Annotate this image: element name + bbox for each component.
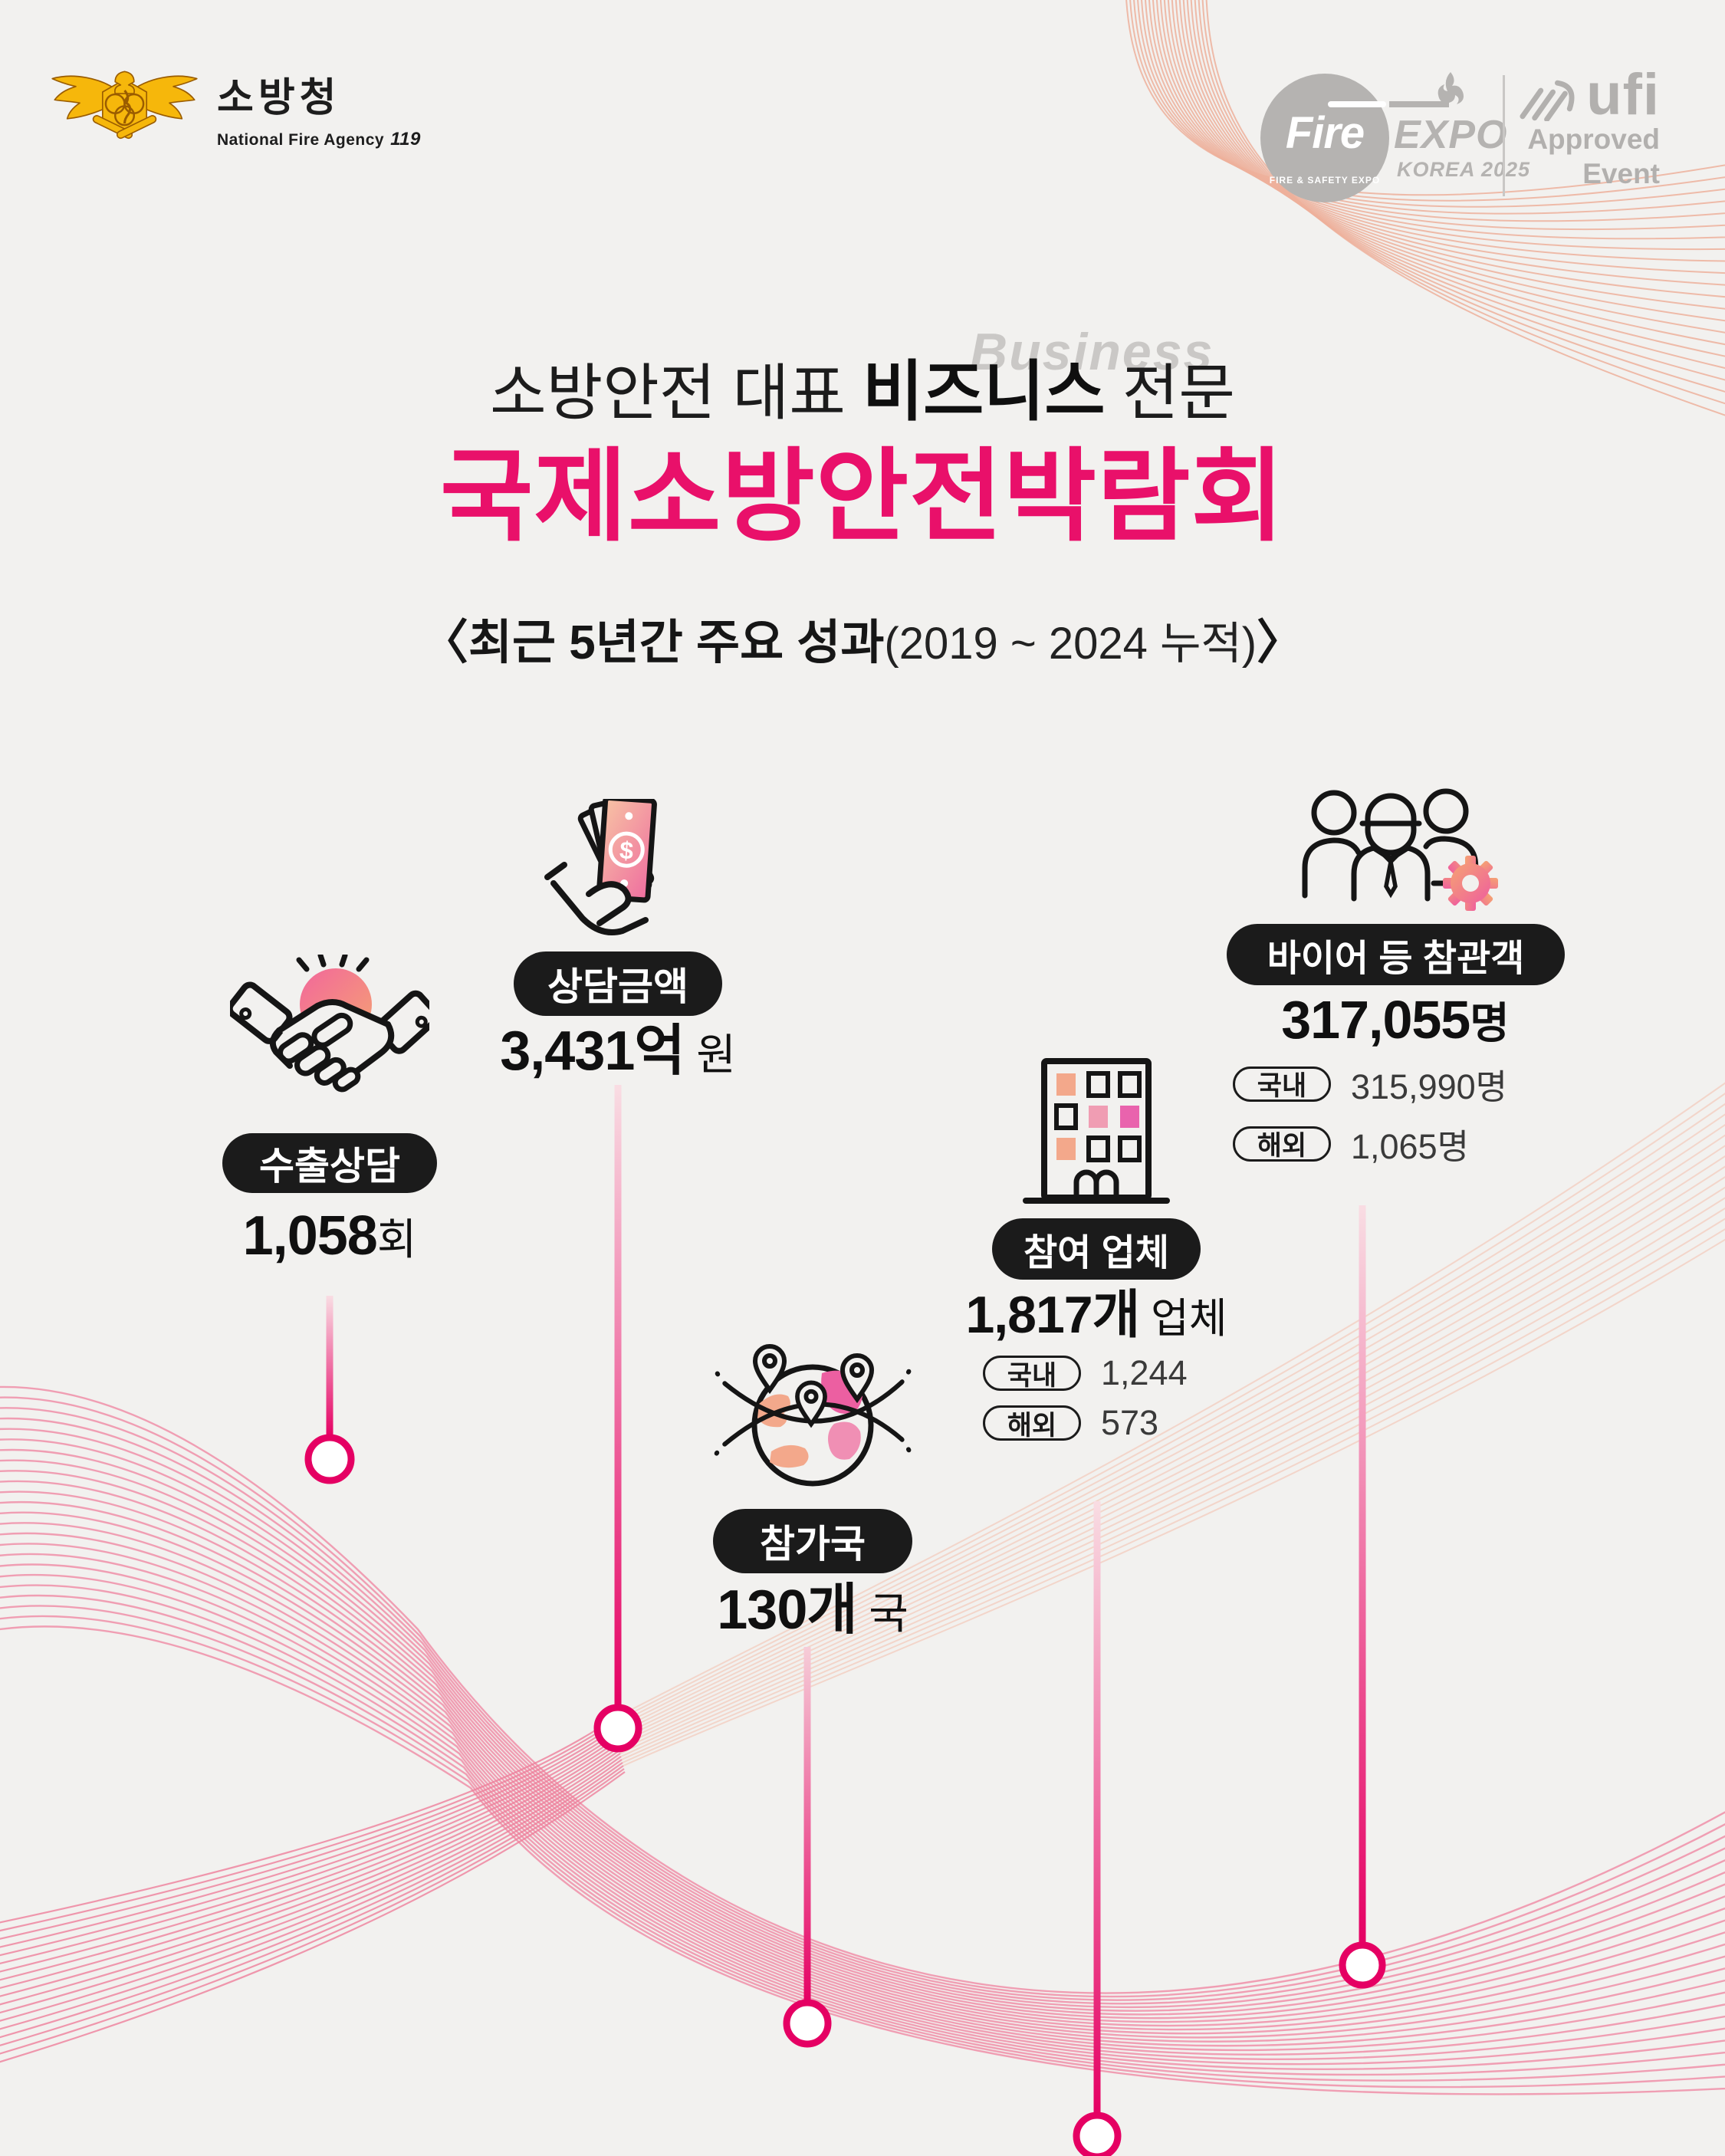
- fire-expo-edition: KOREA 2025: [1397, 158, 1531, 181]
- extinguisher-spray-tail-icon: [1389, 101, 1449, 107]
- timeline-dot: [783, 1999, 832, 2048]
- globe-pins-icon: [713, 1344, 912, 1487]
- fire-expo-logo: Fire FIRE & SAFETY EXPO: [1260, 74, 1389, 202]
- fire-expo-fire-text: Fire: [1285, 108, 1365, 158]
- ufi-approved-text: Approved: [1527, 123, 1660, 156]
- building-icon: [1023, 1058, 1170, 1204]
- svg-text:$: $: [619, 836, 634, 865]
- eyebrow-bold: 비즈니스: [863, 355, 1106, 429]
- stat-participating-companies: 참여 업체 1,817개 업체 국내 1,244 해외 573: [943, 1057, 1250, 1443]
- nfa-119-badge: 119: [390, 129, 421, 150]
- stat-label-pill: 수출상담: [222, 1133, 437, 1193]
- handshake-icon: [230, 955, 429, 1093]
- people-gear-icon: [1302, 788, 1498, 911]
- period-subtitle: 〈최근 5년간 주요 성과(2019 ~ 2024 누적)〉: [420, 616, 1305, 669]
- domestic-value: 1,244: [1101, 1353, 1188, 1392]
- stat-participating-countries: 참가국 130개 국: [659, 1332, 966, 1638]
- timeline-dot: [1339, 1941, 1386, 1989]
- overseas-tag: 해외: [1233, 1126, 1331, 1162]
- page-title: 국제소방안전박람회: [440, 440, 1285, 553]
- stat-export-consultations: 수출상담 1,058회: [176, 955, 483, 1264]
- flame-icon: [1438, 72, 1464, 104]
- timeline-dot: [304, 1434, 355, 1484]
- timeline-dot: [1073, 2112, 1122, 2156]
- timeline-stems: [304, 1085, 1386, 2156]
- header-divider: [1503, 75, 1505, 196]
- stat-consultation-amount: $ 상담금액 3,431억 원: [465, 799, 771, 1079]
- stat-label-pill: 참여 업체: [992, 1218, 1201, 1280]
- stat-buyers-visitors: 바이어 등 참관객 317,055명 국내 315,990명 해외 1,065명: [1227, 781, 1565, 1168]
- ufi-swoosh-icon: [1520, 80, 1575, 121]
- money-in-hand-icon: $: [544, 799, 657, 935]
- overseas-tag: 해외: [983, 1405, 1081, 1441]
- sub-overseas-row: 해외 573: [983, 1403, 1250, 1443]
- business-watermark: Business: [970, 323, 1214, 381]
- domestic-value: 315,990명: [1351, 1067, 1508, 1106]
- sub-domestic-row: 국내 1,244: [983, 1353, 1250, 1393]
- domestic-tag: 국내: [983, 1356, 1081, 1391]
- overseas-value: 573: [1101, 1403, 1159, 1442]
- stat-value: 317,055명: [1281, 990, 1510, 1050]
- stat-label-pill: 상담금액: [514, 951, 722, 1016]
- stat-label-pill: 바이어 등 참관객: [1227, 924, 1565, 985]
- wave-lines: [0, 0, 1725, 2095]
- stat-value: 1,058회: [242, 1205, 417, 1267]
- national-fire-agency-emblem-icon: [51, 71, 198, 140]
- stat-sub-breakdown: 국내 1,244 해외 573: [983, 1353, 1250, 1443]
- sub-overseas-row: 해외 1,065명: [1233, 1119, 1564, 1168]
- sub-domestic-row: 국내 315,990명: [1233, 1059, 1564, 1109]
- extinguisher-spray-icon: [1328, 101, 1386, 107]
- ufi-event-text: Event: [1582, 157, 1660, 189]
- timeline-dot: [593, 1704, 642, 1753]
- eyebrow-title: 소방안전 대표 비즈니스 전문: [490, 355, 1235, 429]
- stat-value: 3,431억 원: [500, 1020, 736, 1082]
- ufi-logo: ufi Approved Event: [1518, 62, 1660, 191]
- nfa-subtitle: National Fire Agency 119: [217, 129, 421, 150]
- stat-value: 130개 국: [717, 1579, 909, 1641]
- ufi-brand-text: ufi: [1586, 62, 1660, 127]
- overseas-value: 1,065명: [1351, 1127, 1470, 1166]
- fire-expo-expo-text: EXPO: [1394, 113, 1508, 157]
- nfa-logo: 소방청 National Fire Agency 119: [46, 67, 421, 150]
- domestic-tag: 국내: [1233, 1066, 1331, 1102]
- stat-label-pill: 참가국: [713, 1509, 912, 1573]
- stat-sub-breakdown: 국내 315,990명 해외 1,065명: [1233, 1059, 1564, 1168]
- nfa-title: 소방청: [217, 76, 341, 120]
- fire-expo-tagline: FIRE & SAFETY EXPO: [1269, 175, 1381, 186]
- stat-value: 1,817개 업체: [965, 1286, 1227, 1344]
